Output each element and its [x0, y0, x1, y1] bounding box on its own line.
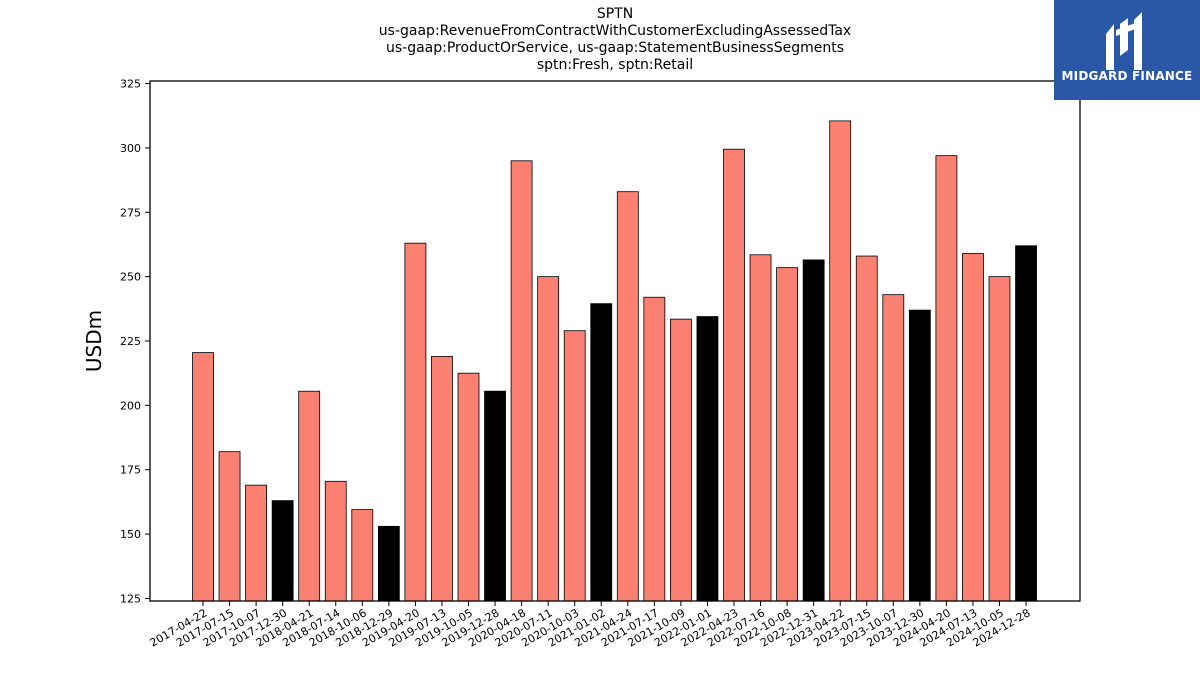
bar-2024-12-28: [1015, 245, 1037, 602]
bar-2017-07-15: [218, 451, 241, 602]
y-tick-label: 150: [120, 528, 141, 541]
bar-2023-04-22: [829, 120, 852, 602]
bar-2024-10-05: [988, 276, 1011, 602]
bar-2022-07-16: [749, 254, 772, 602]
y-tick-label: 175: [120, 464, 141, 477]
bar-2024-07-13: [962, 253, 984, 602]
bar-2018-12-29: [377, 525, 400, 602]
bar-2022-12-31: [802, 259, 825, 602]
bar-2019-10-05: [457, 372, 480, 602]
bar-2020-10-03: [563, 330, 586, 602]
bar-2019-12-28: [484, 390, 506, 602]
bar-2018-04-21: [298, 390, 321, 602]
bar-2017-12-30: [271, 500, 294, 602]
bar-2024-04-20: [935, 155, 958, 602]
title-line-ticker: SPTN: [596, 6, 634, 22]
y-axis: 125 150 175 200 225 250 275 300 325: [120, 78, 150, 605]
bar-2022-01-01: [696, 316, 719, 602]
title-line-members: sptn:Fresh, sptn:Retail: [536, 57, 694, 73]
bar-2019-04-20: [404, 242, 427, 602]
bar-2017-04-22: [192, 352, 214, 602]
title-line-axes: us-gaap:ProductOrService, us-gaap:Statem…: [385, 40, 844, 56]
bar-2022-10-08: [776, 267, 798, 602]
x-axis: 2017-04-222017-07-152017-10-072017-12-30…: [148, 601, 1033, 650]
y-tick-label: 225: [120, 335, 141, 348]
midgard-logo-icon: [1106, 12, 1142, 70]
y-tick-label: 200: [120, 399, 141, 412]
y-tick-label: 300: [120, 142, 141, 155]
bar-2021-01-02: [590, 303, 613, 602]
y-axis-label: USDm: [82, 310, 106, 372]
bar-2021-07-17: [643, 296, 666, 602]
midgard-logo: MIDGARD FINANCE: [1054, 0, 1200, 100]
y-tick-label: 275: [120, 206, 141, 219]
bar-2018-10-06: [351, 509, 374, 602]
bar-2019-07-13: [431, 356, 453, 602]
y-tick-label: 125: [120, 592, 141, 605]
y-tick-label: 325: [120, 78, 141, 91]
bars-group: [192, 120, 1037, 602]
chart-title: SPTN us-gaap:RevenueFromContractWithCust…: [150, 6, 1080, 74]
bar-2023-12-30: [908, 309, 931, 602]
logo-text: MIDGARD FINANCE: [1061, 69, 1193, 83]
bar-2021-04-24: [616, 191, 639, 602]
bar-2021-10-09: [670, 318, 692, 602]
bar-2020-04-18: [510, 160, 533, 602]
bar-2023-10-07: [882, 294, 905, 602]
bar-2018-07-14: [324, 480, 347, 602]
bar-2023-07-15: [855, 255, 878, 602]
bar-2017-10-07: [245, 484, 268, 602]
bar-2020-07-11: [537, 276, 560, 602]
y-tick-label: 250: [120, 271, 141, 284]
bar-2022-04-23: [723, 148, 745, 602]
title-line-concept: us-gaap:RevenueFromContractWithCustomerE…: [378, 23, 852, 39]
